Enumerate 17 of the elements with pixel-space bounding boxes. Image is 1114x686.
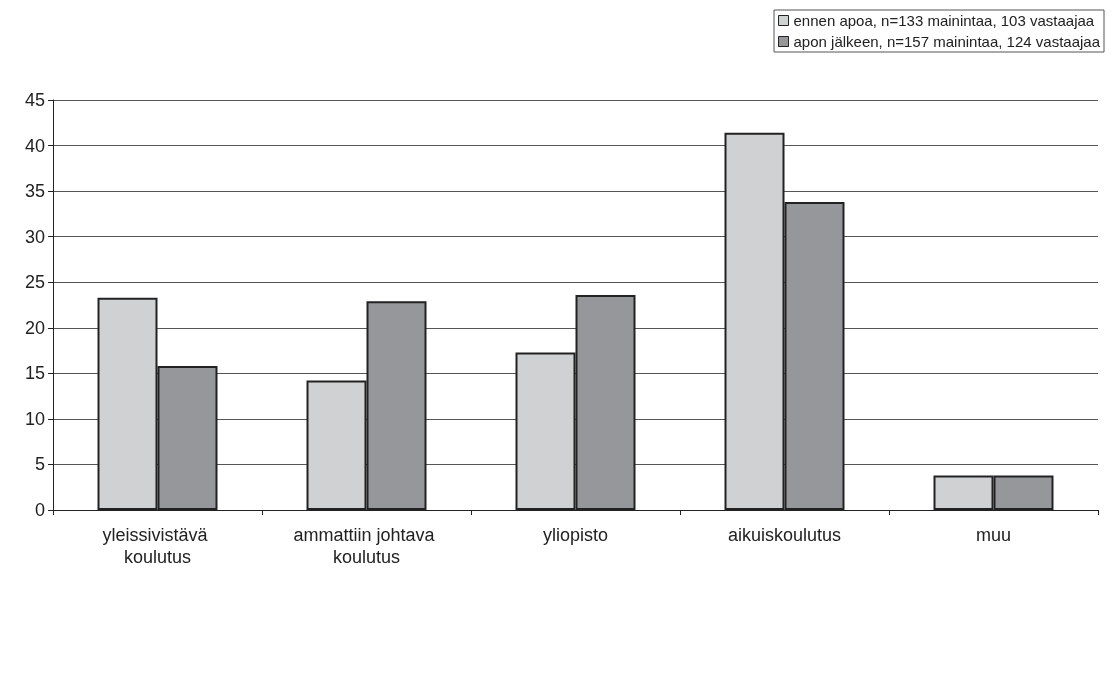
- y-tick-label: 35: [24, 181, 45, 202]
- x-tick-label: yliopisto: [542, 525, 609, 545]
- x-tick-label: ammattiin johtava koulutus: [293, 525, 440, 567]
- y-tick-label: 25: [24, 272, 45, 293]
- y-tick-label: 0: [34, 500, 45, 520]
- y-tick-label: 5: [34, 454, 45, 475]
- legend-label: ennen apoa, n=133 mainintaa, 103 vastaajaa: [793, 12, 1095, 29]
- x-tick-label: muu: [975, 525, 1012, 545]
- legend-label: apon jälkeen, n=157 mainintaa, 124 vastaajaa: [793, 33, 1101, 50]
- y-tick-label: 40: [24, 135, 45, 156]
- x-tick-label: aikuiskoulutus: [727, 525, 842, 545]
- y-tick-label: 15: [24, 363, 45, 384]
- y-tick-label: 45: [24, 90, 45, 110]
- y-tick-label: 10: [24, 408, 45, 429]
- y-tick-label: 20: [24, 317, 45, 338]
- x-tick-label: yleissivistävä koulutus: [102, 525, 213, 567]
- y-tick-label: 30: [24, 226, 45, 247]
